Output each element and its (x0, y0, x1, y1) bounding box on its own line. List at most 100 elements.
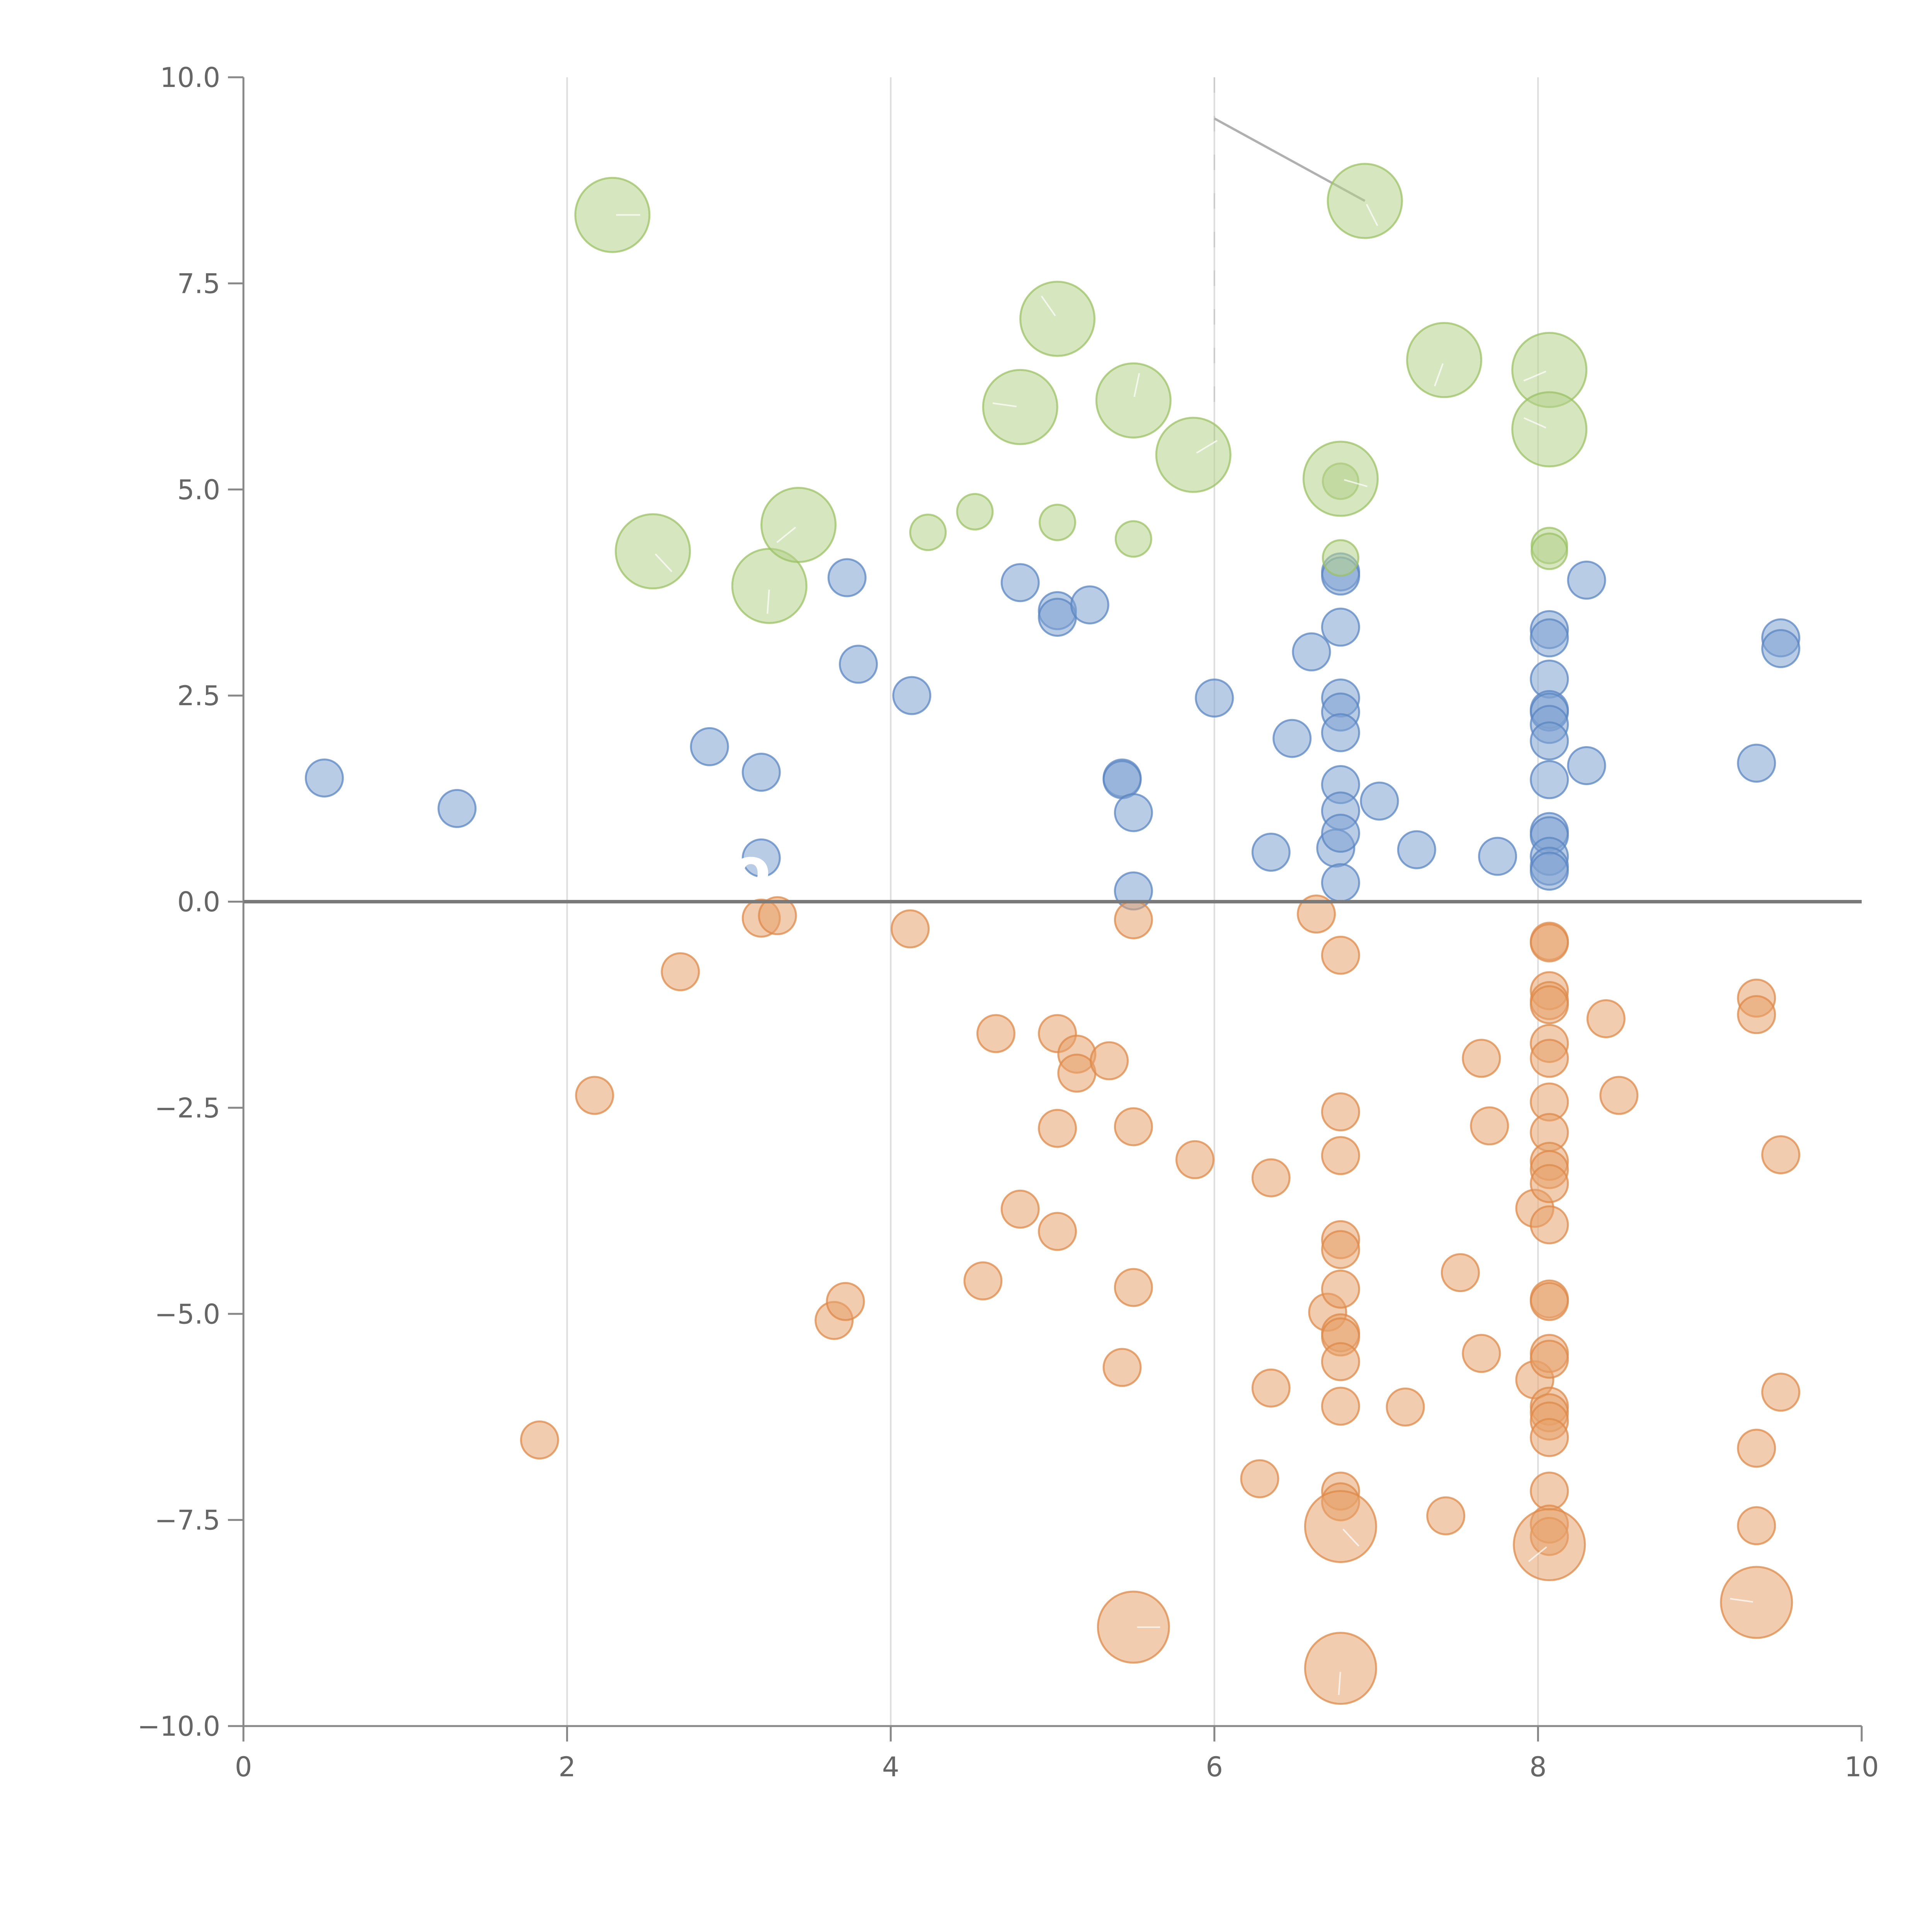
bubble-blue (1737, 743, 1776, 783)
bubble-blue (742, 753, 781, 792)
y-tick-label: 7.5 (177, 268, 220, 299)
bubble-orange (1251, 1158, 1291, 1197)
bubble-orange (1426, 1496, 1466, 1536)
bubble-orange (963, 1261, 1003, 1301)
bubble-blue (1070, 585, 1109, 624)
bubble-blue (1321, 607, 1360, 647)
bubble-orange (1297, 895, 1336, 934)
bubble-leader (1528, 1546, 1547, 1562)
x-tick-label: 4 (882, 1751, 900, 1783)
bubble-leader (776, 526, 796, 543)
series-green (909, 462, 1568, 577)
bubble-orange (1321, 935, 1360, 975)
bubble-orange (1386, 1387, 1425, 1427)
bubble-green-large (760, 486, 837, 563)
bubble-green (1114, 520, 1152, 558)
bubble-blue (838, 645, 878, 684)
bubble-blue (1397, 830, 1436, 869)
bubble-orange (1530, 985, 1569, 1024)
bubble-orange (1114, 1107, 1153, 1146)
overlay-label: co (697, 836, 771, 903)
bubble-blue (1321, 713, 1360, 752)
series-orange-large (1097, 1490, 1793, 1705)
y-tick-label: −2.5 (155, 1092, 220, 1124)
bubble-blue (1292, 632, 1331, 672)
bubble-green-large (1511, 391, 1588, 468)
bubble-blue (1567, 560, 1606, 600)
bubble-green-large (1155, 417, 1231, 493)
x-tick-label: 0 (235, 1751, 252, 1783)
bubble-orange (1530, 1039, 1569, 1078)
bubble-orange (1470, 1106, 1509, 1146)
bubble-orange (976, 1014, 1015, 1053)
bubble-orange (890, 909, 930, 949)
bubble-orange (1321, 1092, 1360, 1132)
y-axis-ticks: 10.0 7.5 5.0 2.5 0.0 −2.5 −5.0 −7.5 −10.0 (137, 62, 243, 1742)
bubble-orange (1038, 1212, 1077, 1251)
x-tick-label: 6 (1206, 1751, 1223, 1783)
bubble-orange (758, 896, 797, 935)
y-tick-label: −7.5 (155, 1505, 220, 1536)
bubble-orange (1240, 1459, 1279, 1498)
bubble-blue (892, 676, 932, 715)
bubble-green-large (574, 177, 651, 253)
bubble-orange (661, 952, 700, 992)
bubble-blue (1530, 760, 1569, 799)
bubble-leader (1133, 373, 1140, 397)
bubble-leader (1524, 417, 1546, 429)
bubble-leader (655, 553, 673, 572)
bubble-orange (1530, 1164, 1569, 1203)
bubble-orange (1761, 1372, 1801, 1412)
bubble-orange-large (1304, 1632, 1377, 1705)
bubble-orange-large (1720, 1566, 1793, 1639)
bubble-orange (1530, 1471, 1569, 1511)
y-tick-label: 10.0 (160, 62, 220, 94)
bubble-orange (1321, 1386, 1360, 1426)
bubble-leader (767, 589, 770, 614)
y-tick-label: −5.0 (155, 1298, 220, 1330)
overlay-label: S (1376, 1623, 1418, 1690)
bubble-orange (1321, 1136, 1360, 1175)
x-axis-ticks: 0 2 4 6 8 10 (235, 1726, 1879, 1783)
series-green-large (574, 163, 1588, 624)
bubble-orange (1599, 1076, 1639, 1115)
bubbles (304, 163, 1801, 1705)
bubble-green-large (1095, 362, 1172, 439)
y-tick-label: 0.0 (177, 886, 220, 918)
annotations (1213, 77, 1366, 449)
bubble-orange (1321, 1342, 1360, 1381)
bubble-blue (1478, 837, 1517, 876)
bubble-blue (1530, 618, 1569, 658)
bubble-leader (1196, 440, 1218, 454)
bubble-blue (1761, 629, 1801, 668)
bubble-green (1531, 532, 1568, 570)
bubble-orange (520, 1420, 559, 1460)
bubble-leader (1338, 1672, 1341, 1695)
bubble-leader (1730, 1598, 1753, 1603)
bubble-leader (1041, 295, 1056, 316)
bubble-orange (1586, 999, 1626, 1038)
bubble-leader (992, 402, 1017, 408)
y-tick-label: 2.5 (177, 680, 220, 712)
bubble-green-large (1406, 322, 1482, 398)
bubble-orange-large (1513, 1508, 1586, 1582)
bubble-orange (1102, 1348, 1142, 1387)
bubble-orange (1114, 1268, 1153, 1307)
bubble-leader (1342, 1529, 1359, 1547)
bubble-leader (1434, 363, 1444, 387)
series-blue (304, 552, 1801, 911)
bubble-leader (1366, 204, 1378, 226)
bubble-orange (575, 1076, 614, 1115)
bubble-green (909, 514, 947, 551)
bubble-orange (1462, 1039, 1501, 1078)
bubble-blue (1321, 813, 1360, 853)
bubble-blue (1360, 781, 1399, 821)
bubble-blue (1567, 746, 1606, 785)
bubble-orange (1761, 1135, 1801, 1174)
bubble-orange (1737, 1429, 1776, 1468)
bubble-orange (1175, 1140, 1215, 1179)
bubble-orange (1530, 1282, 1569, 1321)
bubble-blue (690, 727, 729, 766)
bubble-blue (742, 838, 781, 878)
y-tick-label: −10.0 (137, 1711, 220, 1742)
